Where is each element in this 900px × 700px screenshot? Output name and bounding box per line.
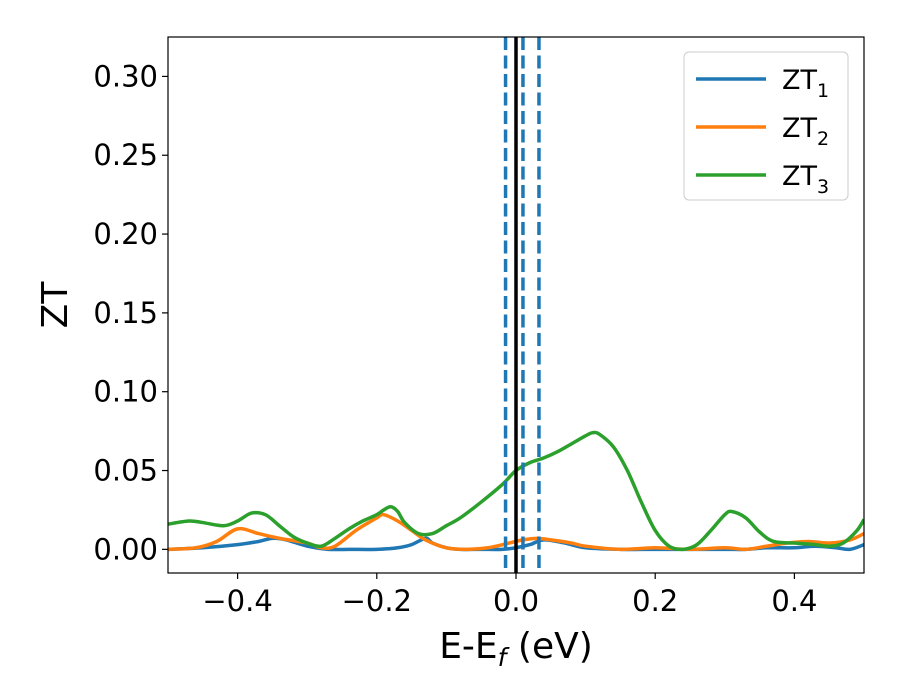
plot-area (168, 37, 864, 573)
legend-label-zt2: ZT2 (782, 113, 829, 150)
y-tick-label: 0.15 (93, 296, 158, 330)
x-axis: −0.4 −0.2 0.0 0.2 0.4 (202, 573, 817, 618)
y-axis: 0.00 0.05 0.10 0.15 0.20 0.25 0.30 (93, 59, 168, 566)
y-tick-label: 0.30 (93, 59, 158, 93)
legend-label-zt3: ZT3 (782, 161, 829, 198)
legend: ZT1 ZT2 ZT3 (683, 51, 849, 201)
y-tick-label: 0.05 (93, 454, 158, 488)
y-tick-label: 0.10 (93, 375, 158, 409)
y-axis-label: ZT (35, 281, 76, 329)
x-tick-label: −0.4 (202, 584, 272, 618)
x-tick-label: 0.2 (632, 584, 678, 618)
y-tick-label: 0.00 (93, 532, 158, 566)
y-tick-label: 0.20 (93, 217, 158, 251)
x-axis-label: E-Ef (eV) (439, 626, 593, 672)
x-tick-label: −0.2 (342, 584, 412, 618)
legend-label-zt1: ZT1 (782, 65, 829, 102)
x-tick-label: 0.0 (493, 584, 539, 618)
x-tick-label: 0.4 (771, 584, 817, 618)
y-tick-label: 0.25 (93, 138, 158, 172)
